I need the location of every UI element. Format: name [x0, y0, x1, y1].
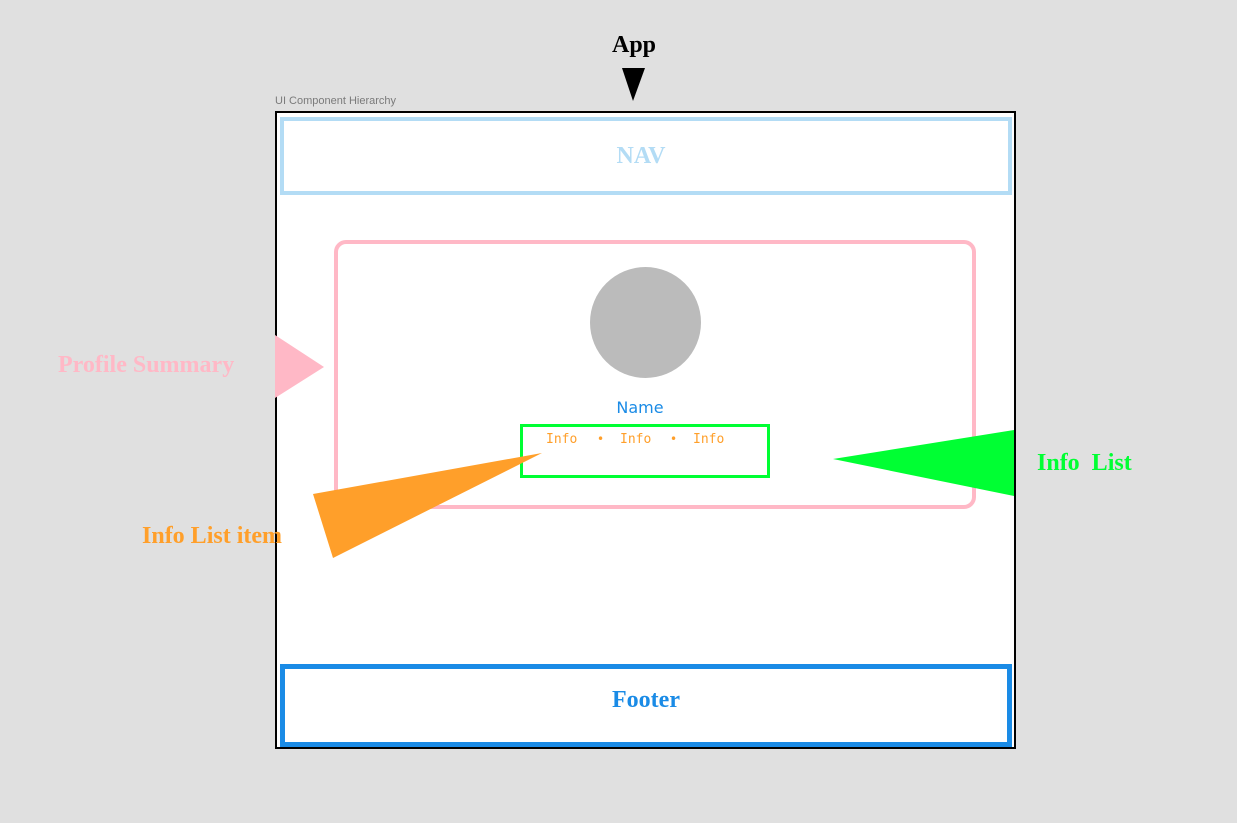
info-list-item: Info: [620, 432, 652, 447]
info-list-label: Info List: [1037, 450, 1132, 476]
app-label: App: [611, 32, 657, 58]
footer-box: Footer: [280, 664, 1012, 747]
name-label: Name: [616, 398, 664, 417]
frame-caption: UI Component Hierarchy: [275, 95, 397, 107]
info-list-box: [520, 424, 770, 478]
footer-label: Footer: [612, 687, 680, 713]
info-bullet: •: [670, 432, 678, 446]
nav-box: NAV: [280, 117, 1012, 195]
info-bullet: •: [597, 432, 605, 446]
info-list-item: Info: [546, 432, 578, 447]
info-list-item: Info: [693, 432, 725, 447]
info-list-item-label: Info List item: [142, 523, 282, 549]
profile-summary-label: Profile Summary: [58, 352, 235, 378]
avatar: [590, 267, 701, 378]
nav-label: NAV: [616, 142, 666, 169]
profile-summary-box: [334, 240, 976, 509]
app-arrow-icon: [622, 68, 645, 101]
